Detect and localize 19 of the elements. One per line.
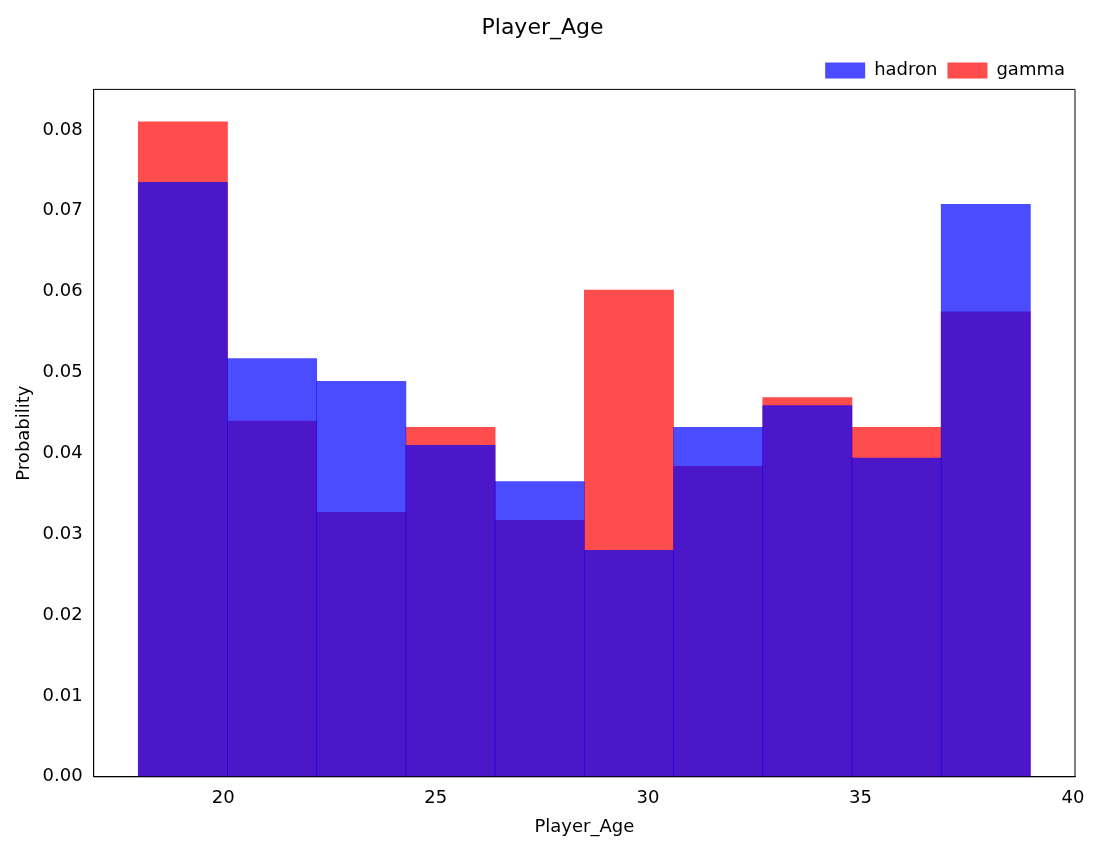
x-tick-label: 40 [1061, 786, 1085, 808]
y-tick-label: 0.06 [42, 279, 83, 301]
x-axis-title: Player_Age [534, 814, 635, 837]
x-tick-label: 30 [636, 786, 660, 808]
x-tick-label: 35 [849, 786, 872, 808]
x-tick-label: 20 [211, 786, 235, 808]
y-tick-label: 0.08 [42, 117, 83, 139]
y-tick-label: 0.01 [42, 683, 83, 705]
y-tick-label: 0.03 [42, 521, 83, 543]
x-tick-label: 25 [424, 786, 448, 808]
y-tick-label: 0.04 [42, 440, 83, 462]
y-tick-label: 0.05 [42, 360, 83, 382]
legend-label: gamma [996, 58, 1066, 80]
y-tick-label: 0.02 [42, 602, 83, 624]
legend-label: hadron [874, 58, 938, 80]
y-axis-title: Probability [12, 385, 34, 481]
y-tick-label: 0.00 [42, 764, 83, 786]
y-tick-label: 0.07 [42, 198, 83, 220]
chart-title: Player_Age [481, 13, 604, 40]
